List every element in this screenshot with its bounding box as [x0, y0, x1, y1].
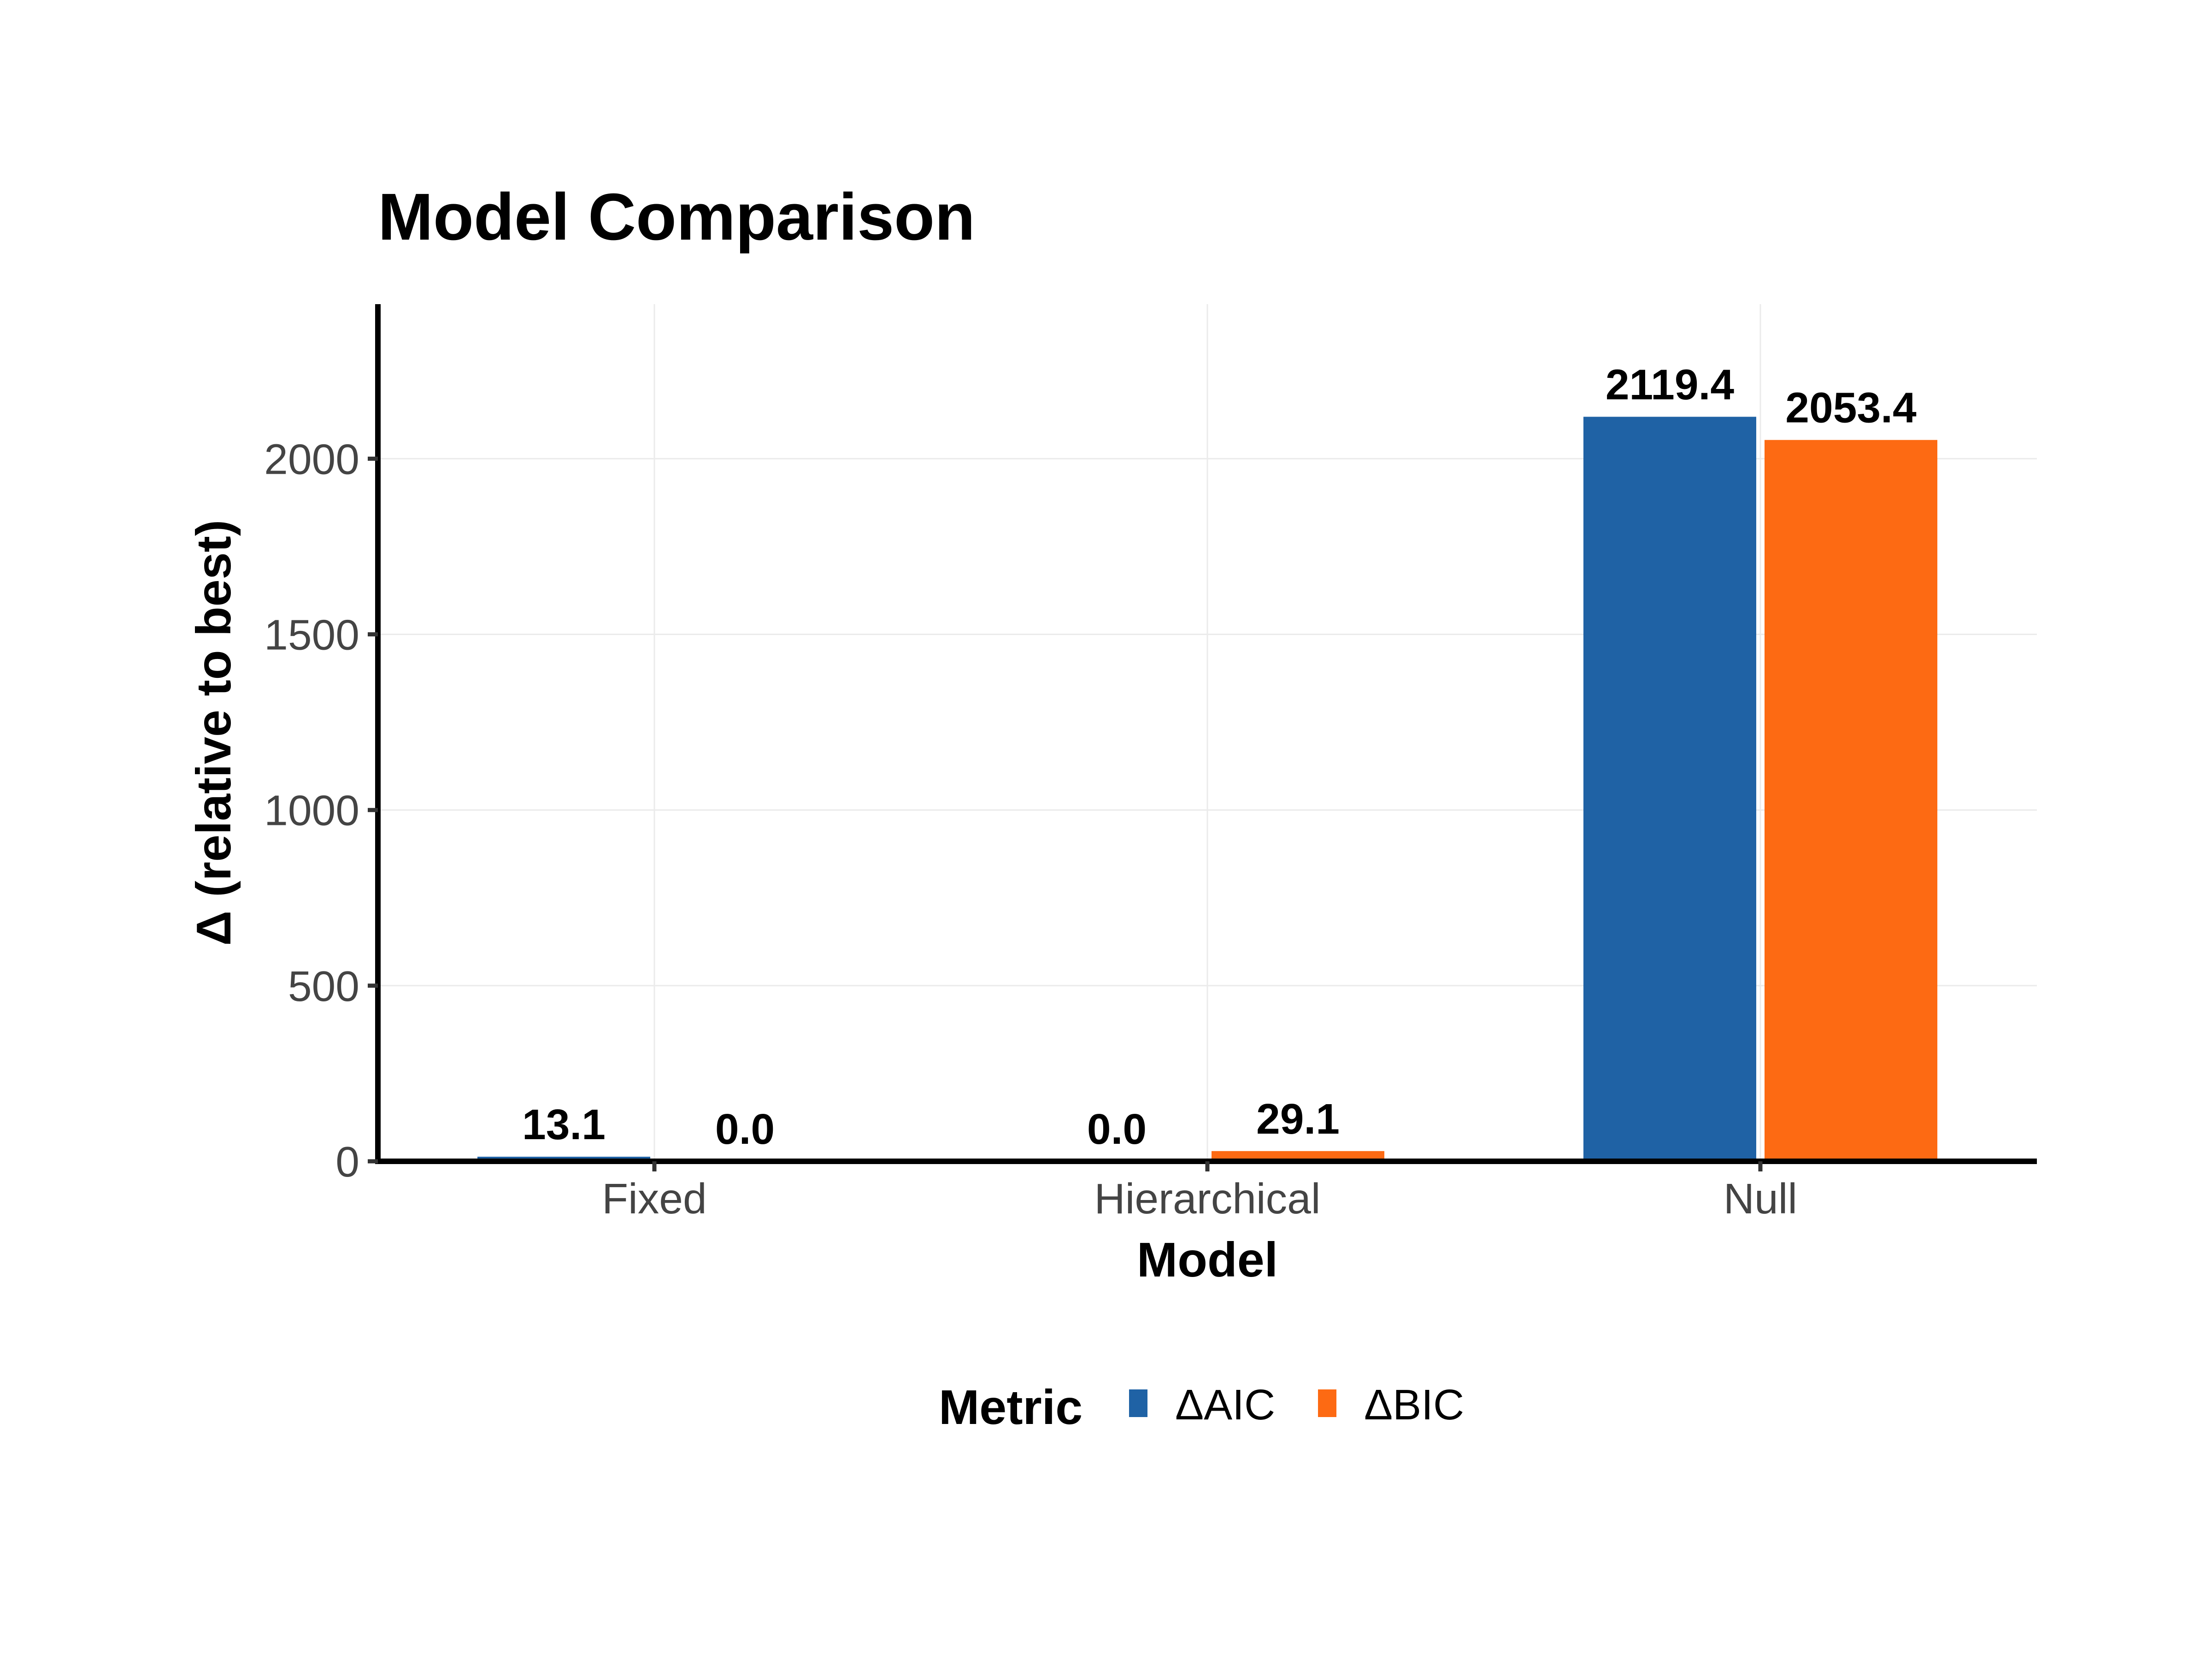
y-axis-title: Δ (relative to best): [187, 520, 241, 946]
y-tick-label: 1500: [264, 611, 359, 659]
y-tick-label: 500: [288, 962, 359, 1010]
data-label: 2053.4: [1785, 384, 1917, 432]
chart-title: Model Comparison: [378, 180, 975, 254]
x-axis-title: Model: [1137, 1233, 1278, 1287]
y-tick-label: 2000: [264, 435, 359, 483]
labels: 13.1 0.0 2119.4 0.0 29.1 2053.4 0 500 1000 1500 20…: [264, 360, 1917, 1223]
y-tick-label: 1000: [264, 787, 359, 835]
legend: Metric ΔAIC ΔBIC: [939, 1380, 1464, 1435]
legend-swatch-aic: [1129, 1389, 1147, 1417]
legend-swatch-bic: [1318, 1389, 1336, 1417]
legend-label: ΔBIC: [1364, 1381, 1464, 1429]
data-label: 29.1: [1256, 1095, 1340, 1143]
data-label: 13.1: [522, 1100, 606, 1148]
x-tick-label: Null: [1724, 1175, 1797, 1223]
data-label: 2119.4: [1606, 360, 1735, 408]
data-label: 0.0: [715, 1105, 775, 1153]
x-tick-label: Fixed: [602, 1175, 706, 1223]
bar-bic-null: [1765, 440, 1937, 1161]
axes: [368, 304, 2037, 1171]
data-label: 0.0: [1087, 1105, 1147, 1153]
legend-label: ΔAIC: [1175, 1381, 1275, 1429]
y-tick-label: 0: [335, 1138, 359, 1186]
x-tick-label: Hierarchical: [1094, 1175, 1321, 1223]
legend-title: Metric: [939, 1380, 1082, 1435]
bar-aic-null: [1583, 417, 1756, 1161]
